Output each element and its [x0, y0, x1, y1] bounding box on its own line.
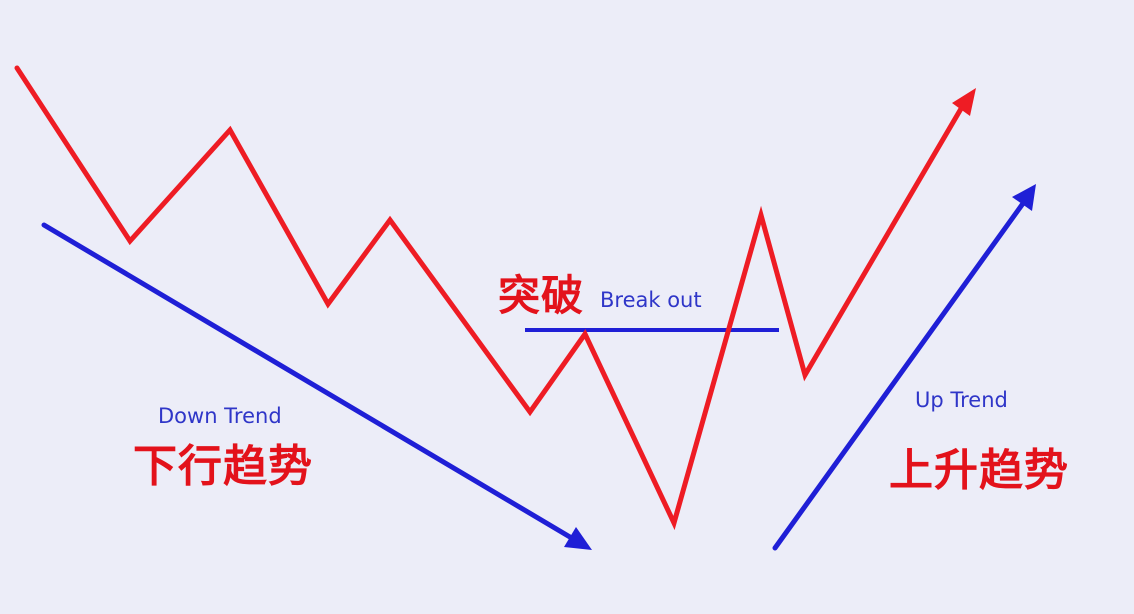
down-trend-arrow-line [41, 222, 578, 543]
up-trend-label-cn: 上升趋势 [889, 445, 1069, 496]
up-trend-arrowhead-icon [1012, 184, 1036, 211]
price-arrowhead-icon [952, 88, 976, 116]
up-trend-arrow-line [772, 199, 1027, 551]
down-trend-label-en: Down Trend [158, 404, 282, 428]
price-path [14, 65, 965, 531]
up-trend-label-en: Up Trend [915, 388, 1008, 412]
breakout-label-cn: 突破 [498, 271, 585, 320]
down-trend-arrowhead-icon [564, 527, 592, 550]
breakout-label-en: Break out [600, 288, 702, 312]
down-trend-label-cn: 下行趋势 [133, 441, 313, 492]
